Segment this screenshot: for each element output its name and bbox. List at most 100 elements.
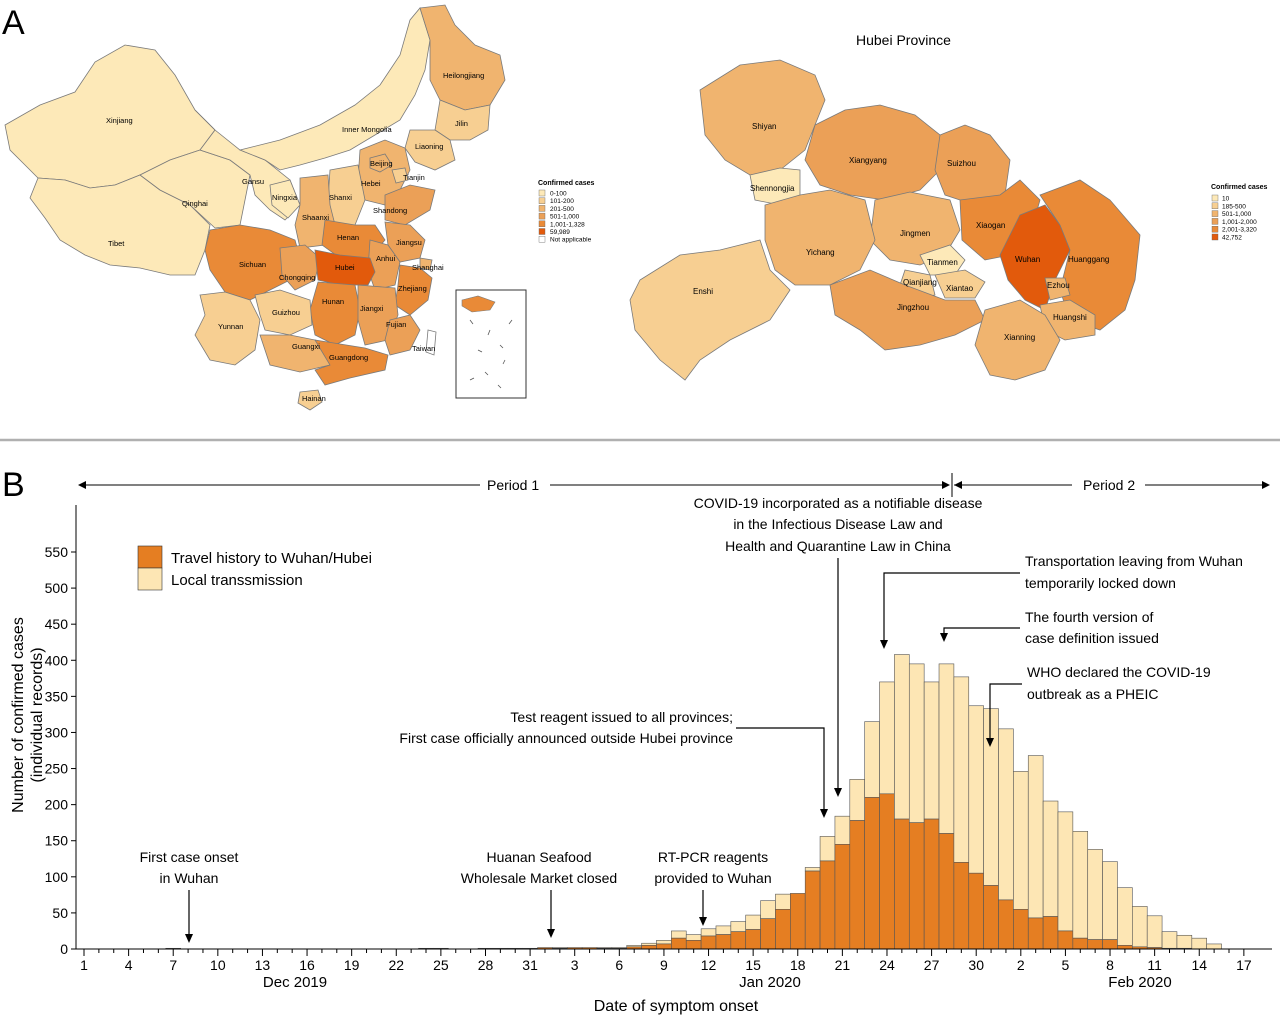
ann-market-line1: Huanan Seafood <box>486 849 591 865</box>
x-tick-label: 19 <box>344 957 360 973</box>
china-legend-label: 101-200 <box>550 198 574 205</box>
label-wuhan: Wuhan <box>1015 255 1040 264</box>
ann-transport-arrow <box>883 572 1020 644</box>
period1-arrow-right <box>942 481 950 489</box>
label-liaoning: Liaoning <box>415 142 443 151</box>
province-chongqing <box>279 244 321 291</box>
label-suizhou: Suizhou <box>947 159 976 168</box>
legend-label-travel: Travel history to Wuhan/Hubei <box>171 550 372 567</box>
province-shanghai <box>419 257 433 271</box>
bar-travel <box>671 937 687 950</box>
ann-market-line2: Wholesale Market closed <box>461 870 617 886</box>
bar-local <box>745 914 761 930</box>
label-xiangyang: Xiangyang <box>849 156 887 165</box>
province-fujian <box>384 314 421 356</box>
province-liaoning <box>404 129 456 171</box>
x-tick-label: 1 <box>80 957 88 973</box>
label-gansu: Gansu <box>242 177 264 186</box>
ann-fourth-line1: The fourth version of <box>1025 609 1154 625</box>
ann-transport-line1: Transportation leaving from Wuhan <box>1025 553 1243 569</box>
ann-law-line1: COVID-19 incorporated as a notifiable di… <box>694 495 983 511</box>
bar-travel <box>1013 908 1029 950</box>
x-tick-label: 2 <box>1017 957 1025 973</box>
bar-travel <box>760 918 776 950</box>
y-tick-label: 250 <box>45 761 69 777</box>
bar-local <box>908 663 925 823</box>
bar-local <box>760 900 776 919</box>
province-sichuan <box>204 224 301 301</box>
label-shandong: Shandong <box>373 206 407 215</box>
hubei-legend-swatch <box>1211 210 1219 217</box>
province-guangdong <box>314 339 389 386</box>
x-tick-label: 18 <box>790 957 806 973</box>
x-tick-label: 17 <box>1236 957 1252 973</box>
bar-local <box>1132 906 1148 948</box>
label-chongqing: Chongqing <box>279 273 315 282</box>
bar-local <box>968 705 984 874</box>
bar-travel <box>715 934 732 950</box>
label-xianning: Xianning <box>1004 333 1035 342</box>
bar-travel <box>923 818 940 950</box>
city-ezhou <box>1044 277 1071 301</box>
bar-local <box>1191 937 1207 950</box>
city-xiantao <box>934 269 986 299</box>
x-tick-label: 13 <box>255 957 271 973</box>
x-tick-label: 28 <box>478 957 494 973</box>
bar-travel <box>879 793 895 950</box>
bar-local <box>775 893 791 910</box>
bar-local <box>1057 811 1074 932</box>
china-legend-label: 1,001-1,328 <box>550 221 585 228</box>
hubei-legend-swatch <box>1211 225 1219 233</box>
hubei-map-legend: Confirmed cases 10185-500501-1,0001,001-… <box>1211 184 1268 242</box>
hubei-legend-swatch <box>1211 233 1219 241</box>
label-beijing: Beijing <box>370 159 393 168</box>
label-xinjiang: Xinjiang <box>106 116 133 125</box>
x-tick-label: 14 <box>1191 957 1207 973</box>
inset-islands <box>469 319 513 389</box>
ann-market-arrowhead <box>547 929 555 938</box>
x-tick-label: 11 <box>1147 957 1162 973</box>
china-legend-swatch <box>538 235 546 243</box>
label-fujian: Fujian <box>386 320 406 329</box>
ann-test-reagent-arrowhead <box>820 809 828 818</box>
x-tick-label: 24 <box>879 957 895 973</box>
period-markers: Period 1 Period 2 <box>78 473 1270 497</box>
ann-law-arrowhead <box>834 788 842 797</box>
label-tianjin: Tianjin <box>403 173 425 182</box>
label-guangdong: Guangdong <box>329 353 368 362</box>
hubei-legend-label: 42,752 <box>1222 235 1242 242</box>
legend-label-local: Local transsmission <box>171 572 303 589</box>
label-jiangxi: Jiangxi <box>360 304 384 313</box>
y-tick-label: 450 <box>45 616 69 632</box>
y-tick-label: 100 <box>45 869 69 885</box>
china-legend-swatch <box>538 197 546 204</box>
ann-transport-arrowhead <box>880 640 888 649</box>
x-tick-label: 10 <box>210 957 226 973</box>
china-legend-swatch <box>538 220 546 228</box>
bar-local <box>894 654 910 820</box>
label-jingmen: Jingmen <box>900 229 930 238</box>
china-legend-swatch <box>538 228 546 235</box>
bar-local <box>938 663 955 834</box>
label-sichuan: Sichuan <box>239 260 266 269</box>
bar-local <box>1072 831 1089 939</box>
label-henan: Henan <box>337 233 359 242</box>
bar-travel <box>968 872 984 950</box>
province-inner-mongolia <box>238 7 431 171</box>
bar-local <box>953 676 970 863</box>
ann-transport-line2: temporarily locked down <box>1025 575 1176 591</box>
china-map-legend: Confirmed cases 0-100101-200201-500501-1… <box>538 180 595 244</box>
bar-local <box>849 779 865 821</box>
bar-local <box>1206 943 1222 950</box>
city-xiangyang <box>804 104 941 201</box>
province-qinghai <box>139 149 251 229</box>
bar-travel <box>864 797 880 950</box>
bar-local <box>834 815 851 845</box>
x-axis-title: Date of symptom onset <box>594 998 759 1015</box>
y-tick-label: 550 <box>45 544 69 560</box>
city-yichang <box>764 189 876 286</box>
y-axis-title-line2: (individual records) <box>29 647 46 782</box>
province-shandong <box>384 184 436 226</box>
label-shennongjia: Shennongjia <box>750 184 795 193</box>
province-guizhou <box>254 289 313 336</box>
